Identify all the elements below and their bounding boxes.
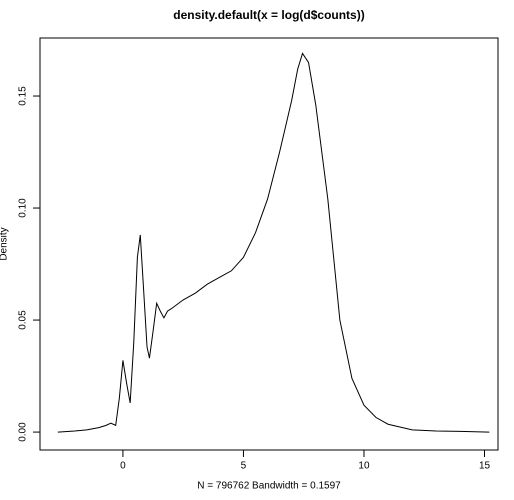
x-axis-label: N = 796762 Bandwidth = 0.1597 xyxy=(197,481,341,492)
y-axis-label: Density xyxy=(0,227,10,260)
x-tick-label: 0 xyxy=(120,461,126,472)
x-tick-label: 10 xyxy=(358,461,370,472)
x-tick-label: 15 xyxy=(479,461,491,472)
density-line xyxy=(57,52,490,433)
plot-box xyxy=(39,37,499,451)
y-tick-label: 0.10 xyxy=(18,198,29,218)
y-tick-label: 0.15 xyxy=(18,86,29,106)
chart-title: density.default(x = log(d$counts)) xyxy=(173,8,364,22)
y-tick-label: 0.05 xyxy=(18,310,29,330)
x-tick-label: 5 xyxy=(241,461,247,472)
y-tick-label: 0.00 xyxy=(18,422,29,442)
